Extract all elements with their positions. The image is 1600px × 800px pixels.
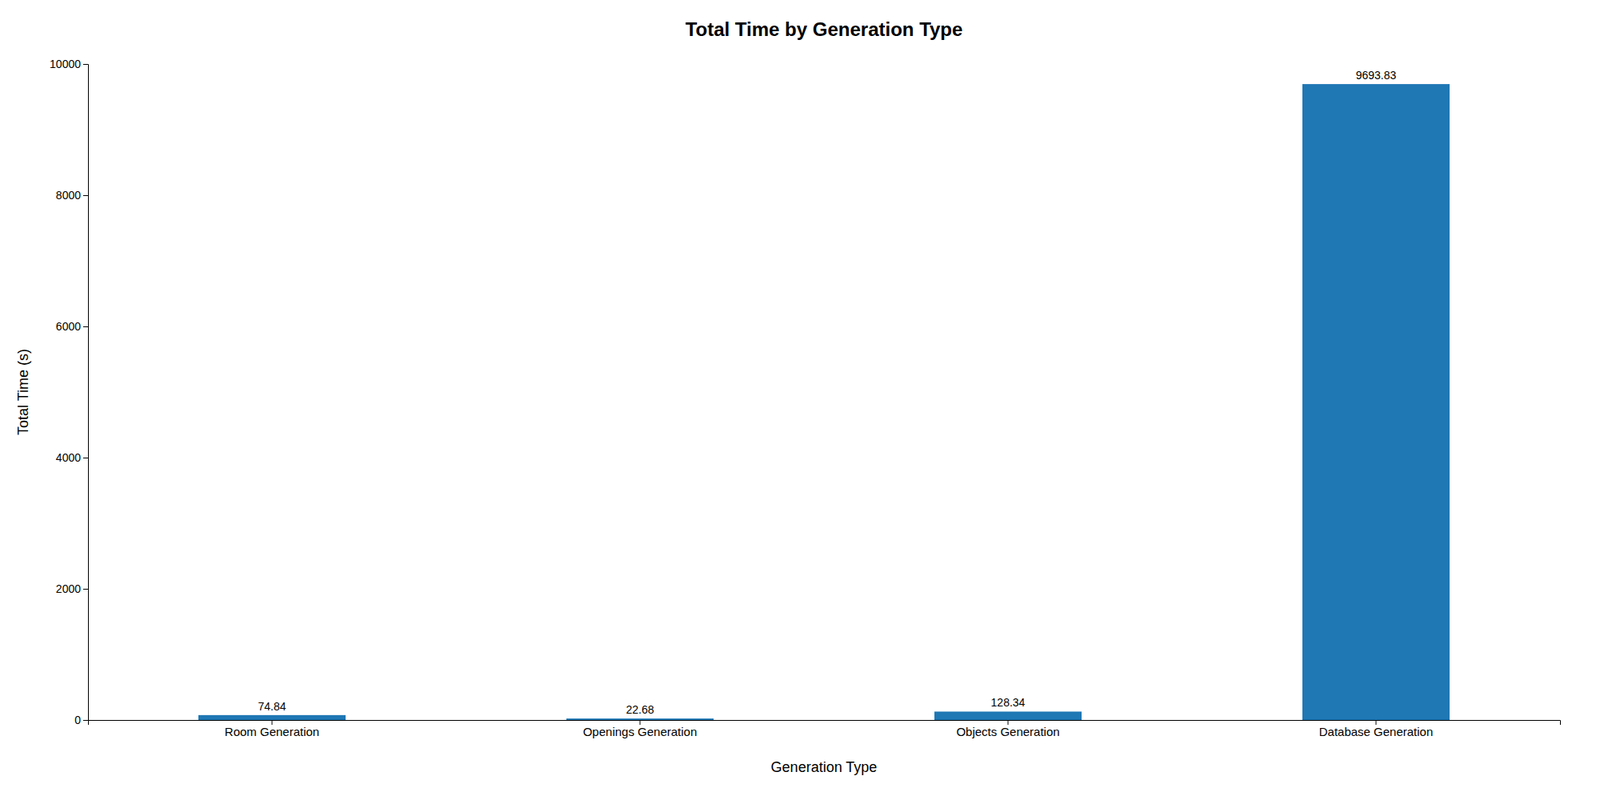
y-tick-mark xyxy=(83,195,88,196)
bars xyxy=(198,84,1450,720)
x-tick-label: Database Generation xyxy=(1319,724,1434,739)
y-tick-mark xyxy=(83,720,88,721)
y-axis-line xyxy=(83,64,89,721)
chart-container: Room Generation Openings Generation Object… xyxy=(0,0,1600,800)
data-labels: 74.84 22.68 128.34 9693.83 xyxy=(257,68,1396,716)
x-tick-label: Openings Generation xyxy=(583,724,698,739)
bar xyxy=(566,718,714,720)
bar xyxy=(1302,84,1450,720)
x-tick-label: Objects Generation xyxy=(956,724,1060,739)
x-tick: Objects Generation xyxy=(956,720,1060,739)
x-tick: Room Generation xyxy=(224,720,320,739)
x-tick: Database Generation xyxy=(1319,720,1434,739)
y-tick-label: 2000 xyxy=(56,582,81,596)
y-tick-label: 4000 xyxy=(56,451,81,464)
bar xyxy=(934,711,1082,720)
y-tick-label: 6000 xyxy=(56,320,81,333)
y-tick-mark xyxy=(83,457,88,459)
x-tick-label: Room Generation xyxy=(224,724,320,739)
y-tick: 4000 xyxy=(56,451,88,464)
y-tick-mark xyxy=(83,588,88,590)
x-tick: Openings Generation xyxy=(583,720,698,739)
y-tick: 10000 xyxy=(49,57,88,71)
y-tick: 8000 xyxy=(56,188,88,202)
y-tick: 6000 xyxy=(56,320,88,333)
y-tick-label: 0 xyxy=(74,713,81,727)
data-label: 9693.83 xyxy=(1356,68,1397,82)
bar xyxy=(198,715,346,720)
x-axis: Room Generation Openings Generation Object… xyxy=(88,720,1561,739)
y-tick: 2000 xyxy=(56,582,88,596)
y-tick-mark xyxy=(83,64,88,65)
data-label: 22.68 xyxy=(625,703,654,716)
plot-area: Room Generation Openings Generation Object… xyxy=(49,57,1560,739)
chart-svg: Room Generation Openings Generation Object… xyxy=(0,0,1600,800)
y-tick-mark xyxy=(83,326,88,328)
data-label: 74.84 xyxy=(257,700,286,713)
y-tick-label: 10000 xyxy=(49,57,81,71)
chart-title: Total Time by Generation Type xyxy=(685,18,964,40)
data-label: 128.34 xyxy=(991,696,1026,709)
y-tick: 0 xyxy=(74,713,88,727)
y-axis: 0 2000 4000 6000 8000 10000 xyxy=(49,57,88,727)
x-axis-title: Generation Type xyxy=(771,759,878,776)
y-tick-label: 8000 xyxy=(56,188,81,202)
y-axis-title: Total Time (s) xyxy=(15,348,32,436)
